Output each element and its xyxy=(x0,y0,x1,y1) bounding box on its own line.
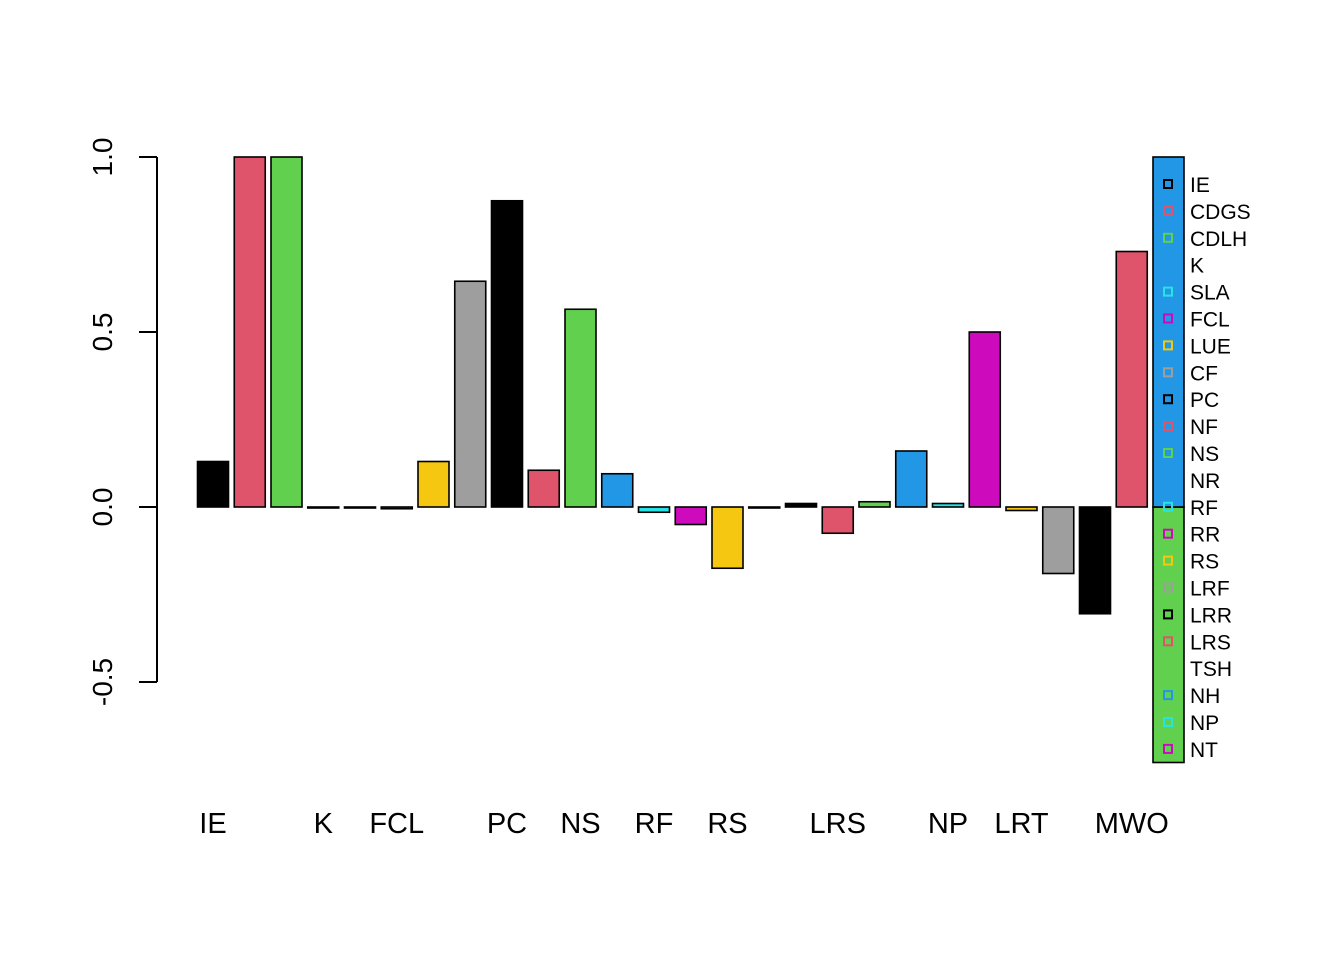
bar-rr xyxy=(674,506,708,526)
legend-label-k: K xyxy=(1190,255,1204,278)
legend-label-nf: NF xyxy=(1190,416,1218,439)
bar-lue xyxy=(417,460,450,508)
bar-k xyxy=(306,506,340,509)
bar-cf xyxy=(453,280,487,508)
legend-label-lrr: LRR xyxy=(1190,604,1232,627)
legend-swatch xyxy=(1163,340,1173,351)
bar-np xyxy=(931,502,965,508)
legend: IE CDGS CDLH K SLA FCL LUE CF PC NF NS NR RF RR RS LRF L… xyxy=(1163,174,1251,762)
legend-swatch xyxy=(1163,582,1173,593)
legend-swatch xyxy=(1163,717,1173,727)
legend-swatch xyxy=(1163,690,1173,701)
bar-lrt xyxy=(1005,506,1038,512)
bar-pc xyxy=(490,199,524,508)
legend-swatch xyxy=(1163,421,1173,432)
bar-nr xyxy=(600,472,634,508)
x-label-fcl: FCL xyxy=(369,808,424,840)
legend-label-rr: RR xyxy=(1190,524,1220,547)
bar-ns xyxy=(564,308,597,508)
x-label-ns: NS xyxy=(560,808,600,840)
x-label-lrs: LRS xyxy=(810,808,866,840)
legend-label-fcl: FCL xyxy=(1190,309,1230,332)
x-label-k: K xyxy=(314,808,334,840)
legend-swatch xyxy=(1163,259,1173,270)
legend-swatch xyxy=(1163,205,1173,216)
y-tick-label: -0.5 xyxy=(87,658,118,706)
legend-swatch xyxy=(1163,286,1173,297)
y-axis: -0.5 0.0 0.5 1.0 xyxy=(87,138,158,706)
legend-label-lrs: LRS xyxy=(1190,631,1231,654)
bar-nf xyxy=(527,469,561,508)
x-label-mwo: MWO xyxy=(1095,808,1169,840)
x-axis-labels: IE K FCL PC NS RF RS LRS NP LRT MWO xyxy=(199,808,1169,840)
bar-lrf xyxy=(747,506,781,509)
bar-fcl xyxy=(380,506,414,510)
legend-swatch xyxy=(1163,474,1173,485)
legend-label-nr: NR xyxy=(1190,470,1220,493)
x-label-rs: RS xyxy=(707,808,747,840)
legend-swatch xyxy=(1163,367,1173,378)
legend-swatch xyxy=(1163,501,1173,512)
bar-mwo xyxy=(1115,250,1149,508)
bar-cdlh xyxy=(270,156,303,508)
legend-label-np: NP xyxy=(1190,712,1219,735)
bar-ie xyxy=(196,460,230,508)
legend-label-ns: NS xyxy=(1190,443,1219,466)
x-label-ie: IE xyxy=(199,808,226,840)
bar-rs xyxy=(711,506,744,570)
legend-label-lue: LUE xyxy=(1190,335,1231,358)
bar-mwc xyxy=(1152,506,1185,764)
bar-sla xyxy=(343,506,377,509)
legend-swatch xyxy=(1163,555,1173,566)
bar-rf xyxy=(637,506,671,514)
bar-nh xyxy=(894,450,928,508)
legend-label-nh: NH xyxy=(1190,685,1220,708)
legend-label-rs: RS xyxy=(1190,551,1219,574)
legend-label-lrf: LRF xyxy=(1190,578,1230,601)
legend-label-pc: PC xyxy=(1190,389,1219,412)
legend-label-tsh: TSH xyxy=(1190,658,1232,681)
bar-lrs xyxy=(821,506,855,535)
bar-cdgs xyxy=(233,156,267,508)
y-tick-label: 1.0 xyxy=(87,138,118,177)
bar-hsdl xyxy=(1041,506,1075,575)
x-label-lrt: LRT xyxy=(994,808,1049,840)
x-label-rf: RF xyxy=(635,808,674,840)
bars xyxy=(196,156,1185,764)
legend-swatch xyxy=(1163,448,1173,458)
legend-label-cdlh: CDLH xyxy=(1190,228,1247,251)
bar-nt xyxy=(968,331,1002,508)
legend-swatch xyxy=(1163,179,1173,189)
legend-label-cdgs: CDGS xyxy=(1190,201,1251,224)
legend-label-nt: NT xyxy=(1190,739,1218,762)
bar-mwc-positive xyxy=(1152,156,1185,508)
legend-label-cf: CF xyxy=(1190,362,1218,385)
bar-mtda xyxy=(1078,506,1112,615)
legend-label-ie: IE xyxy=(1190,174,1210,197)
legend-swatch xyxy=(1163,394,1173,405)
legend-swatch xyxy=(1163,528,1173,539)
legend-label-sla: SLA xyxy=(1190,282,1230,305)
x-label-pc: PC xyxy=(487,808,527,840)
legend-swatch xyxy=(1163,743,1173,754)
x-label-np: NP xyxy=(928,808,968,840)
legend-swatch xyxy=(1163,636,1173,647)
bar-tsh xyxy=(858,500,891,508)
legend-label-rf: RF xyxy=(1190,497,1218,520)
bar-lrr xyxy=(784,502,818,508)
y-tick-label: 0.0 xyxy=(87,488,118,527)
y-tick-label: 0.5 xyxy=(87,313,118,352)
legend-swatch xyxy=(1163,313,1173,324)
legend-swatch xyxy=(1163,232,1173,243)
legend-swatch xyxy=(1163,609,1173,620)
